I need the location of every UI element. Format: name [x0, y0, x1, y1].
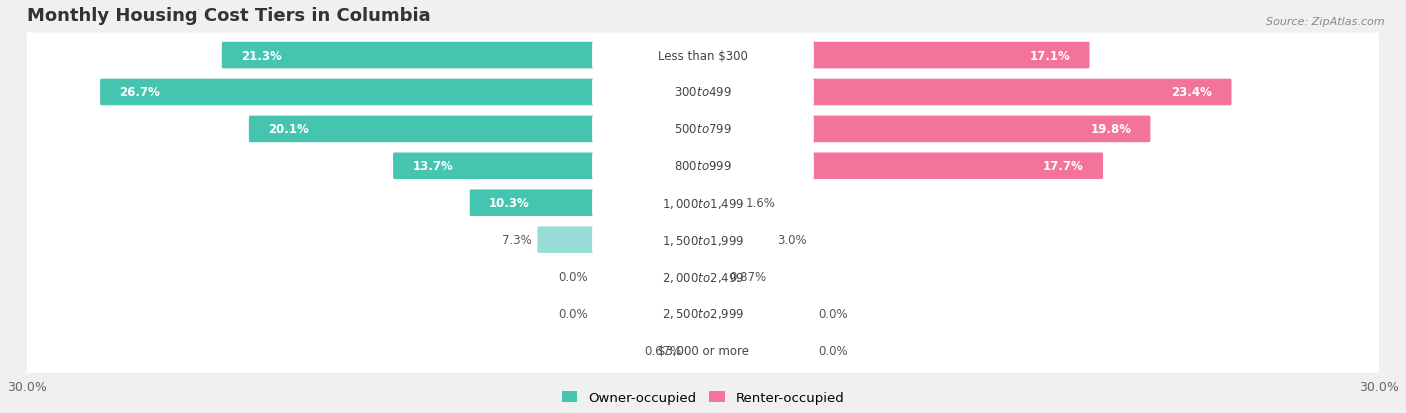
- Text: 3.0%: 3.0%: [778, 234, 807, 247]
- Text: $300 to $499: $300 to $499: [673, 86, 733, 99]
- FancyBboxPatch shape: [24, 70, 1382, 115]
- FancyBboxPatch shape: [592, 41, 814, 71]
- Legend: Owner-occupied, Renter-occupied: Owner-occupied, Renter-occupied: [557, 385, 849, 409]
- Text: $1,000 to $1,499: $1,000 to $1,499: [662, 196, 744, 210]
- FancyBboxPatch shape: [702, 190, 740, 216]
- FancyBboxPatch shape: [24, 254, 1382, 299]
- FancyBboxPatch shape: [537, 227, 704, 253]
- FancyBboxPatch shape: [470, 190, 704, 216]
- FancyBboxPatch shape: [394, 153, 704, 180]
- Text: $1,500 to $1,999: $1,500 to $1,999: [662, 233, 744, 247]
- Text: 7.3%: 7.3%: [502, 234, 531, 247]
- FancyBboxPatch shape: [592, 262, 814, 292]
- Text: 20.1%: 20.1%: [269, 123, 309, 136]
- Text: 0.67%: 0.67%: [644, 344, 681, 357]
- Text: $2,500 to $2,999: $2,500 to $2,999: [662, 307, 744, 321]
- FancyBboxPatch shape: [249, 116, 704, 143]
- FancyBboxPatch shape: [702, 43, 1090, 69]
- Text: 0.0%: 0.0%: [558, 271, 588, 283]
- FancyBboxPatch shape: [702, 263, 724, 290]
- FancyBboxPatch shape: [702, 227, 772, 253]
- FancyBboxPatch shape: [592, 299, 814, 328]
- FancyBboxPatch shape: [24, 33, 1382, 78]
- Text: 21.3%: 21.3%: [240, 50, 281, 62]
- FancyBboxPatch shape: [592, 336, 814, 365]
- FancyBboxPatch shape: [592, 152, 814, 181]
- Text: 0.0%: 0.0%: [818, 307, 848, 320]
- Text: $500 to $799: $500 to $799: [673, 123, 733, 136]
- FancyBboxPatch shape: [592, 115, 814, 144]
- FancyBboxPatch shape: [24, 181, 1382, 225]
- FancyBboxPatch shape: [592, 225, 814, 255]
- FancyBboxPatch shape: [686, 337, 704, 364]
- Text: Less than $300: Less than $300: [658, 50, 748, 62]
- FancyBboxPatch shape: [24, 218, 1382, 263]
- FancyBboxPatch shape: [702, 79, 1232, 106]
- Text: 17.7%: 17.7%: [1043, 160, 1084, 173]
- FancyBboxPatch shape: [24, 144, 1382, 189]
- Text: 23.4%: 23.4%: [1171, 86, 1212, 99]
- Text: 10.3%: 10.3%: [489, 197, 530, 210]
- FancyBboxPatch shape: [24, 291, 1382, 336]
- Text: $3,000 or more: $3,000 or more: [658, 344, 748, 357]
- Text: $800 to $999: $800 to $999: [673, 160, 733, 173]
- Text: 17.1%: 17.1%: [1029, 50, 1070, 62]
- Text: Monthly Housing Cost Tiers in Columbia: Monthly Housing Cost Tiers in Columbia: [27, 7, 430, 25]
- Text: Source: ZipAtlas.com: Source: ZipAtlas.com: [1267, 17, 1385, 26]
- Text: $2,000 to $2,499: $2,000 to $2,499: [662, 270, 744, 284]
- Text: 13.7%: 13.7%: [412, 160, 453, 173]
- Text: 26.7%: 26.7%: [120, 86, 160, 99]
- Text: 0.0%: 0.0%: [558, 307, 588, 320]
- FancyBboxPatch shape: [222, 43, 704, 69]
- Text: 0.87%: 0.87%: [730, 271, 766, 283]
- Text: 1.6%: 1.6%: [745, 197, 776, 210]
- FancyBboxPatch shape: [702, 116, 1150, 143]
- Text: 0.0%: 0.0%: [818, 344, 848, 357]
- FancyBboxPatch shape: [24, 328, 1382, 373]
- FancyBboxPatch shape: [24, 107, 1382, 152]
- Text: 19.8%: 19.8%: [1090, 123, 1132, 136]
- FancyBboxPatch shape: [592, 78, 814, 107]
- FancyBboxPatch shape: [702, 153, 1104, 180]
- FancyBboxPatch shape: [100, 79, 704, 106]
- FancyBboxPatch shape: [592, 188, 814, 218]
